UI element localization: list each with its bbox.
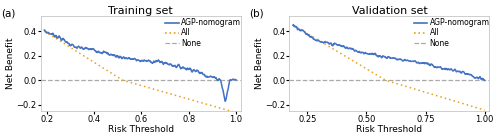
Title: Validation set: Validation set [352, 6, 428, 16]
Text: (b): (b) [250, 9, 264, 19]
Y-axis label: Net Benefit: Net Benefit [6, 38, 15, 89]
X-axis label: Risk Threshold: Risk Threshold [356, 125, 422, 134]
Legend: AGP-nomogram, All, None: AGP-nomogram, All, None [165, 18, 241, 48]
Text: (a): (a) [1, 9, 15, 19]
Legend: AGP-nomogram, All, None: AGP-nomogram, All, None [414, 18, 490, 48]
X-axis label: Risk Threshold: Risk Threshold [108, 125, 174, 134]
Title: Training set: Training set [108, 6, 173, 16]
Y-axis label: Net Benefit: Net Benefit [255, 38, 264, 89]
